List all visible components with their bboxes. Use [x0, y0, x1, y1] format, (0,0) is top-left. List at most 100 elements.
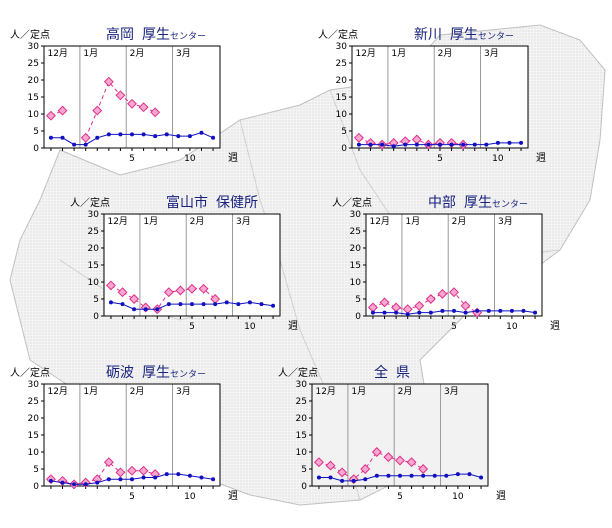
data-point-curr: [472, 142, 477, 147]
y-tick-label: 15: [350, 261, 361, 271]
data-point-curr: [164, 472, 169, 477]
month-label: 1月: [83, 48, 98, 59]
data-point-curr: [455, 472, 460, 477]
y-tick-label: 25: [336, 59, 347, 69]
y-tick-label: 0: [301, 482, 307, 492]
data-point-prev: [371, 447, 382, 457]
month-label: 2月: [438, 48, 453, 59]
data-point-prev: [383, 452, 394, 463]
x-tick-label: 5: [397, 492, 403, 502]
x-unit-label: 週: [288, 320, 298, 332]
data-point-prev: [437, 288, 448, 299]
data-point-curr: [199, 475, 204, 480]
chart-title-name: 全: [374, 364, 388, 381]
data-point-curr: [521, 308, 526, 313]
chart-title: 砺波 厚生センター: [106, 365, 206, 381]
data-point-curr: [328, 475, 333, 480]
data-point-curr: [405, 312, 410, 317]
chart-title-suffix: 厚生: [450, 27, 478, 43]
month-label: 1月: [391, 48, 406, 59]
data-point-curr: [120, 302, 125, 307]
y-tick-label: 10: [350, 278, 362, 288]
data-point-prev: [115, 467, 126, 478]
chart-title: 富山市 保健所: [166, 194, 258, 211]
data-point-curr: [394, 310, 399, 315]
y-tick-label: 0: [33, 144, 39, 154]
data-point-curr: [176, 472, 181, 477]
data-point-curr: [176, 134, 181, 139]
chart-panel-chubu: 人／定点 中部 厚生センター 12月 1月 2月 3月 0 5 10 15 20 25 30 5 10 週: [332, 194, 562, 332]
data-point-curr: [48, 135, 53, 140]
x-tick-label: 5: [129, 154, 135, 164]
data-point-curr: [368, 142, 373, 147]
data-point-prev: [411, 134, 422, 145]
chart-title-suffix-small: センター: [478, 31, 514, 42]
data-point-prev: [198, 283, 209, 294]
data-point-curr: [132, 307, 137, 312]
data-point-prev: [80, 132, 91, 143]
data-point-curr: [83, 142, 88, 147]
data-point-prev: [163, 287, 174, 298]
data-point-curr: [95, 135, 100, 140]
y-tick-label: 5: [301, 465, 307, 475]
y-tick-label: 5: [33, 465, 39, 475]
month-label: 3月: [176, 386, 191, 397]
data-point-curr: [519, 140, 524, 145]
data-point-prev: [187, 283, 197, 294]
data-point-curr: [426, 142, 431, 147]
data-point-prev: [325, 460, 336, 471]
data-point-curr: [213, 302, 218, 307]
y-tick-label: 30: [336, 42, 348, 52]
data-point-prev: [117, 287, 128, 298]
month-label: 3月: [498, 216, 513, 227]
y-tick-label: 15: [336, 93, 347, 103]
data-point-prev: [127, 465, 137, 476]
chart-svg: 人／定点 新川 厚生センター 12月 1月 2月 3月 0 5 10 15 20 25 30 5 10 週: [318, 27, 546, 164]
chart-title-name: 新川: [414, 27, 442, 43]
data-point-curr: [247, 300, 252, 305]
y-tick-label: 25: [28, 397, 39, 407]
data-point-curr: [449, 142, 454, 147]
data-point-curr: [461, 142, 466, 147]
data-point-curr: [130, 132, 134, 137]
month-label: 12月: [315, 386, 335, 397]
month-label: 12月: [47, 48, 67, 59]
x-unit-label: 週: [536, 152, 546, 164]
y-tick-label: 10: [28, 110, 40, 120]
chart-svg: 人／定点 砺波 厚生センター 12月 1月 2月 3月 0 5 10 15 20 25 30 5 10 週: [10, 365, 238, 502]
data-point-prev: [150, 469, 161, 480]
month-label: 1月: [351, 386, 366, 397]
data-point-curr: [432, 473, 437, 478]
data-point-curr: [211, 477, 216, 482]
plot-area: [44, 46, 220, 148]
data-point-prev: [425, 294, 436, 304]
month-label: 12月: [47, 386, 67, 397]
y-tick-label: 20: [88, 244, 100, 254]
data-point-curr: [316, 475, 321, 480]
data-point-curr: [409, 473, 414, 478]
y-tick-label: 30: [350, 210, 362, 220]
y-tick-label: 20: [296, 414, 308, 424]
data-point-prev: [105, 280, 116, 291]
data-point-curr: [370, 310, 375, 315]
data-point-prev: [418, 464, 429, 474]
y-tick-label: 5: [33, 127, 39, 137]
data-point-prev: [360, 464, 371, 474]
data-point-prev: [57, 105, 68, 116]
plot-area: [104, 214, 280, 316]
data-point-curr: [391, 144, 396, 149]
data-point-curr: [509, 308, 514, 313]
data-point-curr: [463, 310, 468, 315]
y-tick-label: 10: [28, 448, 40, 458]
month-label: 3月: [236, 216, 251, 227]
data-point-curr: [106, 477, 111, 482]
data-point-curr: [118, 477, 123, 482]
data-point-prev: [313, 457, 324, 468]
data-point-prev: [449, 287, 459, 298]
data-point-curr: [199, 130, 204, 135]
data-point-prev: [92, 474, 103, 485]
data-point-curr: [440, 308, 445, 313]
data-point-curr: [72, 142, 77, 147]
y-tick-label: 0: [93, 312, 99, 322]
data-point-curr: [380, 142, 385, 147]
